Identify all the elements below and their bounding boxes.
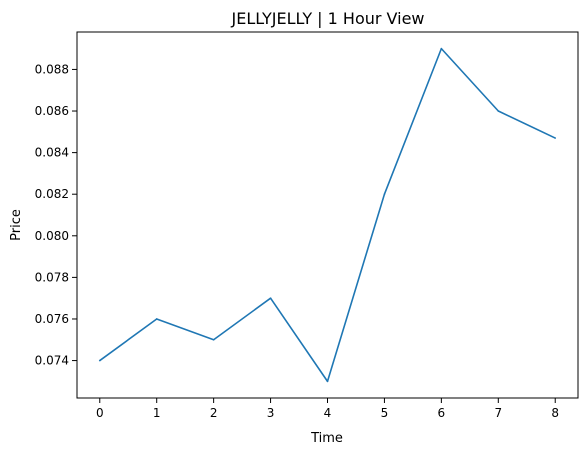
x-tick-label: 6 <box>438 406 446 420</box>
x-tick-label: 1 <box>153 406 161 420</box>
x-axis-label: Time <box>310 431 343 446</box>
price-data-point <box>155 318 158 320</box>
y-tick-label: 0.086 <box>35 104 69 118</box>
x-tick-label: 4 <box>324 406 332 420</box>
x-tick-label: 8 <box>551 406 559 420</box>
price-series-line <box>99 47 556 383</box>
x-tick-label: 2 <box>210 406 218 420</box>
price-data-point <box>440 47 443 50</box>
price-data-point <box>383 193 386 196</box>
price-data-point <box>212 338 215 341</box>
chart-title: JELLYJELLY | 1 Hour View <box>230 9 424 28</box>
series-layer <box>98 47 557 383</box>
y-tick-label: 0.082 <box>35 187 69 201</box>
price-data-point <box>326 380 329 383</box>
price-data-point <box>554 137 557 139</box>
x-tick-label: 3 <box>267 406 275 420</box>
x-tick-label: 5 <box>381 406 389 420</box>
y-tick-label: 0.080 <box>35 229 69 243</box>
price-data-point <box>497 110 500 112</box>
y-tick-label: 0.074 <box>35 354 69 368</box>
price-data-point <box>269 297 272 299</box>
y-axis-ticks: 0.074 0.076 0.078 0.080 0.082 0.084 0.086 0.088 <box>35 62 77 368</box>
x-tick-label: 7 <box>494 406 502 420</box>
plot-frame <box>76 31 579 399</box>
y-axis-label: Price <box>9 209 24 241</box>
x-axis-ticks: 0 1 2 3 4 5 6 7 8 <box>96 398 559 420</box>
y-tick-label: 0.078 <box>35 270 69 284</box>
y-tick-label: 0.084 <box>35 146 69 160</box>
plot-area: 0 1 2 3 4 5 6 7 8 0.074 0.076 0.078 0.080 0.082 0.084… <box>35 31 579 420</box>
y-tick-label: 0.076 <box>35 312 69 326</box>
y-tick-label: 0.088 <box>35 62 69 76</box>
x-tick-label: 0 <box>96 406 104 420</box>
price-data-point <box>98 359 101 362</box>
